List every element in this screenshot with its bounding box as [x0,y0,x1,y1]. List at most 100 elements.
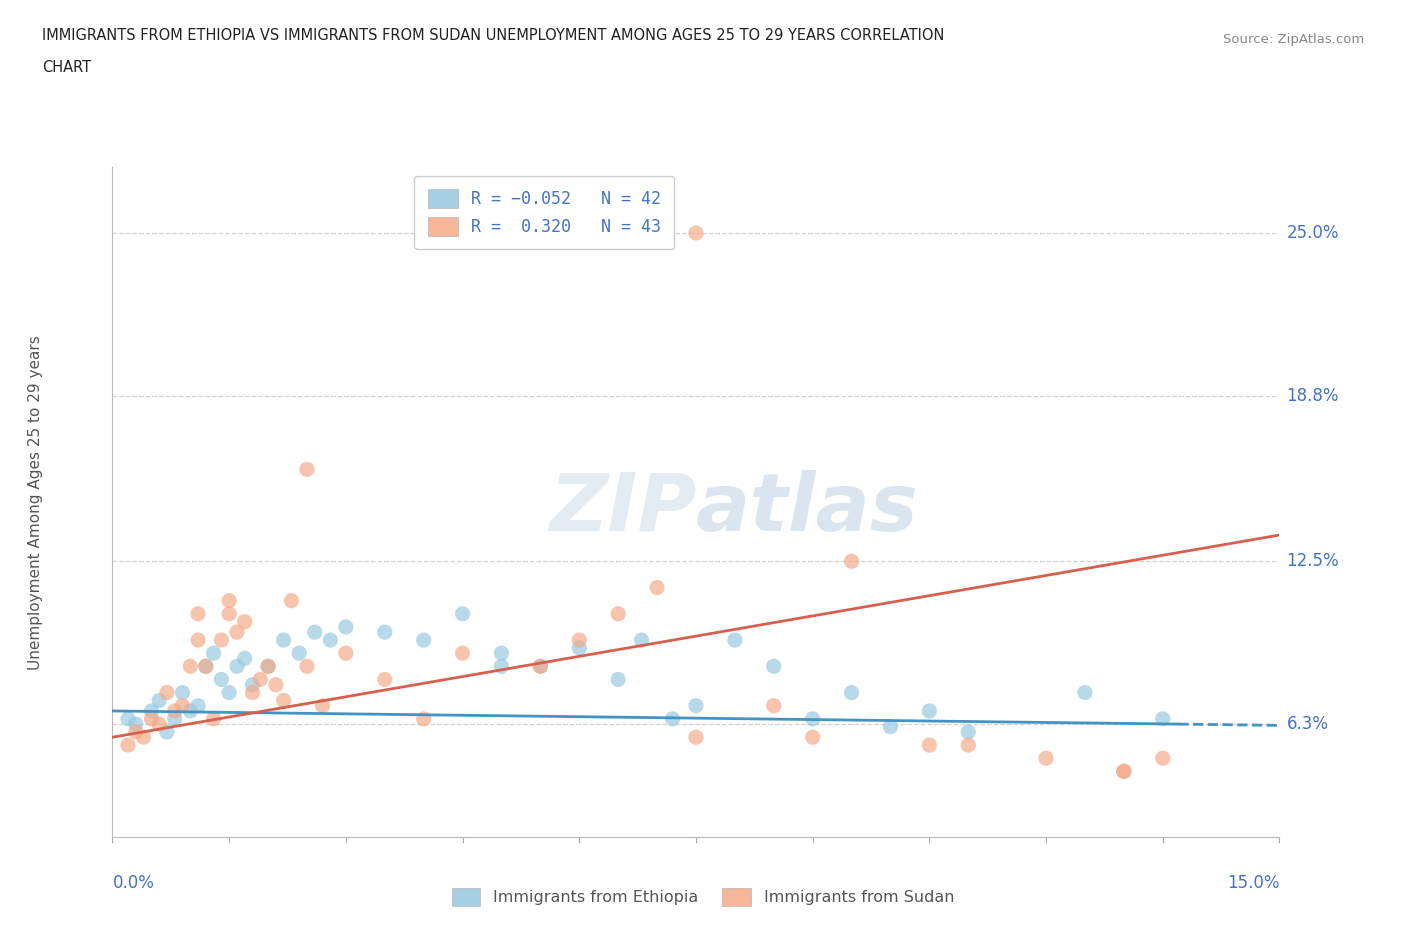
Text: 6.3%: 6.3% [1286,715,1329,733]
Point [879,719,901,734]
Point [163,711,186,726]
Point [179,703,201,718]
Point [194,658,217,673]
Point [957,737,980,752]
Point [1112,764,1135,778]
Point [645,580,668,595]
Point [801,730,824,745]
Point [280,593,302,608]
Point [264,677,287,692]
Point [607,672,630,687]
Point [762,658,785,673]
Point [226,658,249,673]
Point [451,606,474,621]
Point [156,685,179,700]
Point [568,632,591,647]
Text: CHART: CHART [42,60,91,75]
Point [335,645,357,660]
Point [841,685,863,700]
Point [257,658,280,673]
Point [529,658,551,673]
Point [1035,751,1057,765]
Point [1074,685,1097,700]
Point [187,698,209,713]
Point [141,711,163,726]
Point [202,645,225,660]
Point [918,703,941,718]
Legend: R = −0.052   N = 42, R =  0.320   N = 43: R = −0.052 N = 42, R = 0.320 N = 43 [415,176,675,249]
Point [335,619,357,634]
Point [661,711,683,726]
Point [242,685,264,700]
Point [242,677,264,692]
Point [209,632,232,647]
Point [148,693,170,708]
Point [607,606,630,621]
Point [630,632,652,647]
Point [304,625,326,640]
Point [172,685,194,700]
Point [117,711,139,726]
Text: 12.5%: 12.5% [1286,552,1339,570]
Point [233,651,256,666]
Point [249,672,271,687]
Text: atlas: atlas [696,470,918,548]
Point [141,703,163,718]
Point [311,698,333,713]
Legend: Immigrants from Ethiopia, Immigrants from Sudan: Immigrants from Ethiopia, Immigrants fro… [446,882,960,912]
Point [187,632,209,647]
Point [412,632,434,647]
Point [1112,764,1135,778]
Point [202,711,225,726]
Point [374,625,396,640]
Point [194,658,217,673]
Point [568,641,591,656]
Point [724,632,747,647]
Point [762,698,785,713]
Point [374,672,396,687]
Text: 25.0%: 25.0% [1286,224,1339,242]
Point [172,698,194,713]
Text: Source: ZipAtlas.com: Source: ZipAtlas.com [1223,33,1364,46]
Point [132,730,155,745]
Text: ZIP: ZIP [548,470,696,548]
Point [412,711,434,726]
Point [273,632,295,647]
Text: 15.0%: 15.0% [1227,874,1279,892]
Point [529,658,551,673]
Point [233,614,256,629]
Point [319,632,342,647]
Point [209,672,232,687]
Point [491,645,513,660]
Point [163,703,186,718]
Point [218,593,240,608]
Point [685,730,707,745]
Text: IMMIGRANTS FROM ETHIOPIA VS IMMIGRANTS FROM SUDAN UNEMPLOYMENT AMONG AGES 25 TO : IMMIGRANTS FROM ETHIOPIA VS IMMIGRANTS F… [42,28,945,43]
Point [156,724,179,739]
Point [125,717,148,732]
Point [1152,711,1174,726]
Point [1152,751,1174,765]
Text: Unemployment Among Ages 25 to 29 years: Unemployment Among Ages 25 to 29 years [28,335,42,670]
Point [295,462,318,477]
Point [218,685,240,700]
Point [957,724,980,739]
Point [125,724,148,739]
Point [801,711,824,726]
Text: 18.8%: 18.8% [1286,387,1339,405]
Point [295,658,318,673]
Point [179,658,201,673]
Point [841,554,863,569]
Point [187,606,209,621]
Point [918,737,941,752]
Text: 0.0%: 0.0% [112,874,155,892]
Point [273,693,295,708]
Point [685,698,707,713]
Point [218,606,240,621]
Point [148,717,170,732]
Point [451,645,474,660]
Point [288,645,311,660]
Point [117,737,139,752]
Point [685,226,707,241]
Point [491,658,513,673]
